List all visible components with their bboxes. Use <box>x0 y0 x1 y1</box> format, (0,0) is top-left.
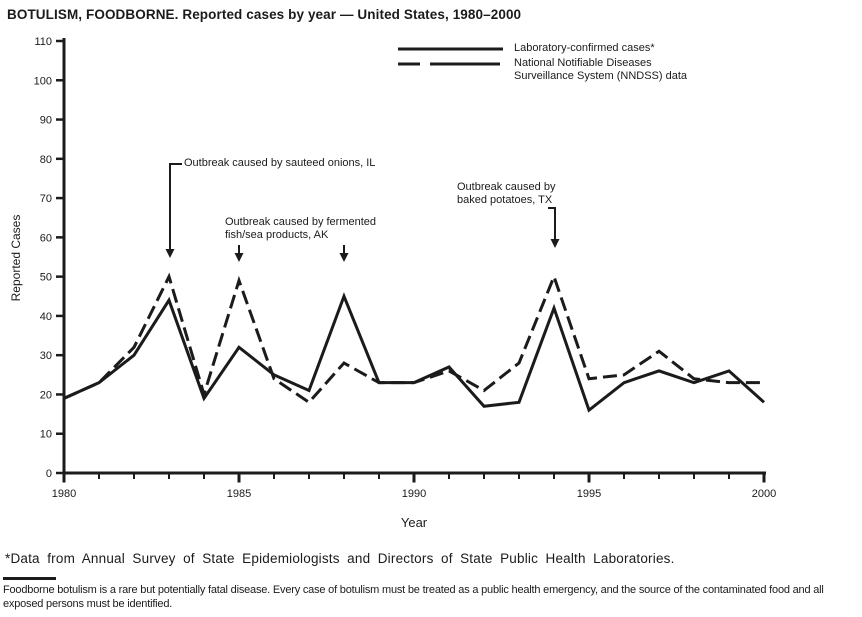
x-axis-title: Year <box>400 515 428 530</box>
footnote-description: Foodborne botulism is a rare but potenti… <box>3 584 824 610</box>
svg-text:40: 40 <box>40 311 52 323</box>
svg-text:10: 10 <box>40 429 52 441</box>
svg-text:0: 0 <box>46 468 52 480</box>
figure-title: BOTULISM, FOODBORNE. Reported cases by y… <box>7 7 522 22</box>
solid-line-icon <box>398 47 503 51</box>
legend-item-nndss: National Notifiable Diseases Surveillanc… <box>398 57 687 84</box>
svg-text:110: 110 <box>34 36 52 48</box>
annotation-baked-potatoes: Outbreak caused by baked potatoes, TX <box>457 181 556 206</box>
svg-text:60: 60 <box>40 232 52 244</box>
svg-text:80: 80 <box>40 154 52 166</box>
svg-text:1985: 1985 <box>227 488 251 500</box>
annotation-fermented-fish: Outbreak caused by fermented fish/sea pr… <box>225 216 377 241</box>
svg-text:70: 70 <box>40 193 52 205</box>
svg-text:50: 50 <box>40 272 52 284</box>
svg-text:1980: 1980 <box>52 488 76 500</box>
chart-legend: Laboratory-confirmed cases* National Not… <box>398 42 687 85</box>
svg-text:1990: 1990 <box>402 488 426 500</box>
line-chart-canvas: 0 10 20 30 40 50 60 70 80 90 100 110 1980 1985 1990 199… <box>34 36 777 500</box>
footnote-data-source: *Data from Annual Survey of State Epidem… <box>5 551 675 566</box>
svg-text:90: 90 <box>40 115 52 127</box>
footnote-divider <box>3 577 56 580</box>
svg-text:1995: 1995 <box>577 488 601 500</box>
legend-label: National Notifiable Diseases Surveillanc… <box>514 56 688 83</box>
svg-text:30: 30 <box>40 350 52 362</box>
legend-label: Laboratory-confirmed cases* <box>514 42 655 54</box>
svg-text:100: 100 <box>34 75 52 87</box>
legend-item-lab-confirmed: Laboratory-confirmed cases* <box>398 42 687 56</box>
svg-text:20: 20 <box>40 389 52 401</box>
dashed-line-icon <box>398 62 503 65</box>
annotation-sauteed-onions: Outbreak caused by sauteed onions, IL <box>184 157 376 169</box>
svg-text:2000: 2000 <box>752 488 776 500</box>
